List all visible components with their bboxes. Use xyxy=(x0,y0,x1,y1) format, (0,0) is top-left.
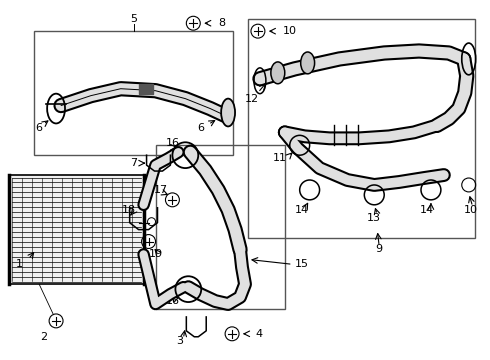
Text: 14: 14 xyxy=(420,205,434,215)
Text: 19: 19 xyxy=(148,249,163,260)
Text: 12: 12 xyxy=(245,94,259,104)
Bar xyxy=(139,84,152,94)
Text: 13: 13 xyxy=(368,213,381,223)
Text: 16: 16 xyxy=(166,138,179,148)
Text: 1: 1 xyxy=(16,259,23,269)
Text: 9: 9 xyxy=(376,244,383,255)
Text: 10: 10 xyxy=(283,26,297,36)
Text: 6: 6 xyxy=(197,123,204,134)
Text: 5: 5 xyxy=(130,14,137,24)
Bar xyxy=(155,145,285,309)
Text: 7: 7 xyxy=(130,158,137,168)
Text: 3: 3 xyxy=(176,336,183,346)
Text: 11: 11 xyxy=(273,153,287,163)
Bar xyxy=(34,31,233,155)
Ellipse shape xyxy=(221,99,235,126)
Text: 10: 10 xyxy=(464,205,478,215)
Text: 17: 17 xyxy=(153,185,168,195)
Text: 6: 6 xyxy=(36,123,43,134)
Ellipse shape xyxy=(271,62,285,84)
Text: 2: 2 xyxy=(41,332,48,342)
Text: 18: 18 xyxy=(122,205,136,215)
Ellipse shape xyxy=(301,52,315,74)
Text: 8: 8 xyxy=(218,18,225,28)
Text: 16: 16 xyxy=(166,296,179,306)
Bar xyxy=(248,19,475,238)
Bar xyxy=(9,175,144,284)
Text: 14: 14 xyxy=(294,205,309,215)
Text: 15: 15 xyxy=(294,259,309,269)
Text: 4: 4 xyxy=(255,329,262,339)
